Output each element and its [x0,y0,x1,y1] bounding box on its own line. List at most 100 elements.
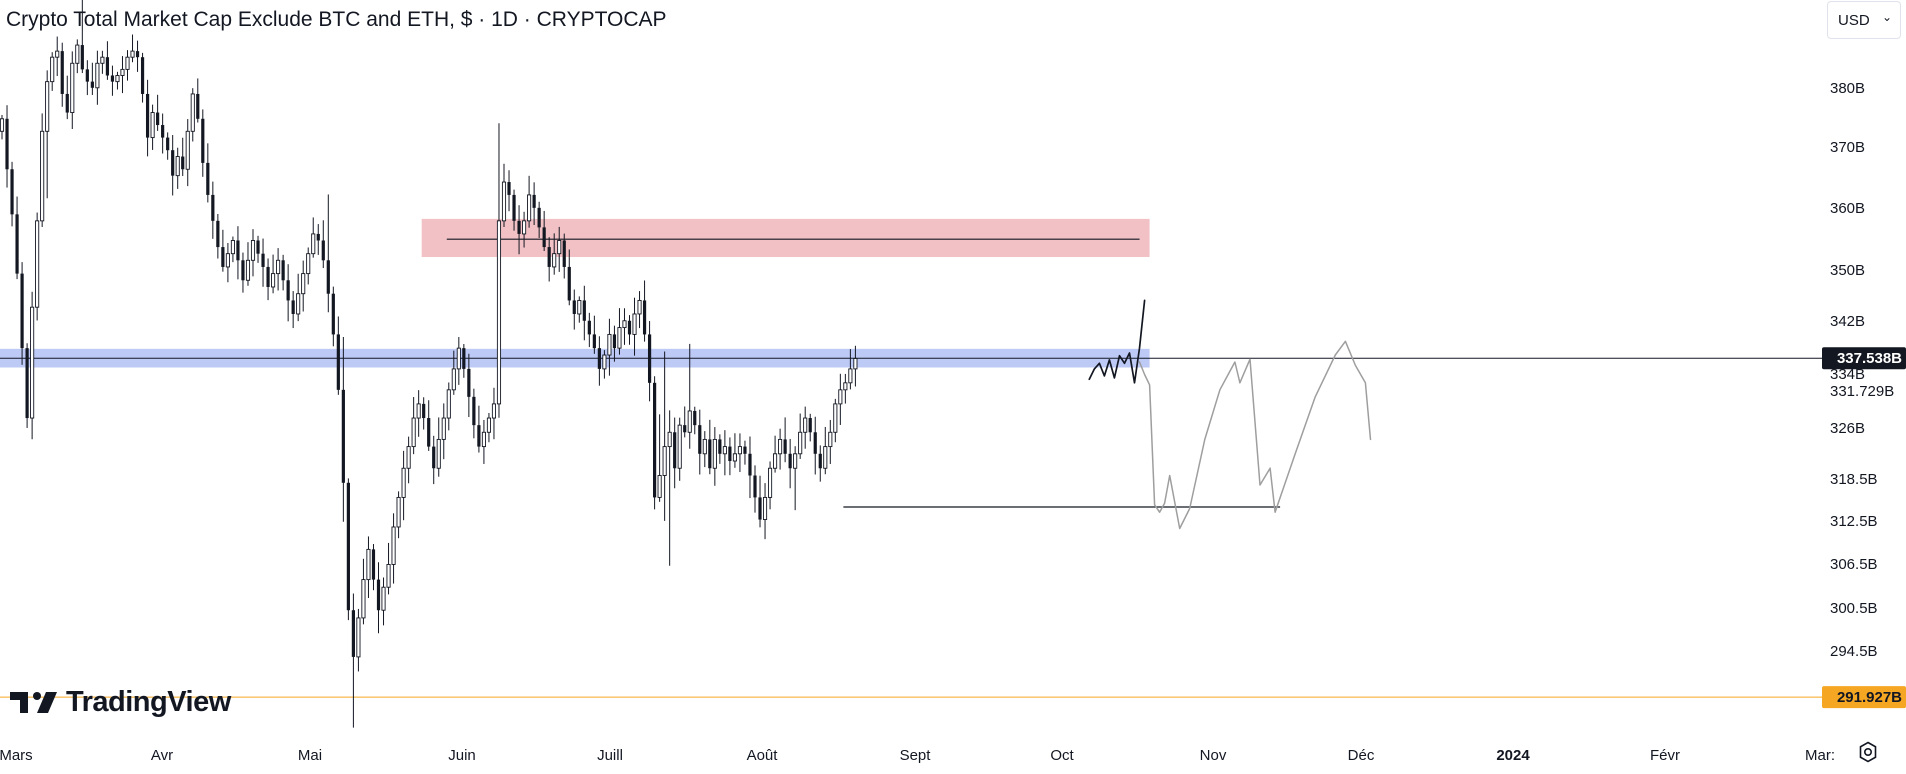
candle[interactable] [557,226,562,272]
tradingview-logo[interactable]: TradingView [10,686,231,719]
candle[interactable] [196,78,200,123]
candle[interactable] [281,254,285,291]
candle[interactable] [517,205,521,255]
candle[interactable] [552,233,557,275]
candle[interactable] [477,405,481,453]
candle[interactable] [130,34,135,63]
candle[interactable] [547,237,551,282]
candle[interactable] [396,491,401,539]
candle[interactable] [25,343,29,428]
candle[interactable] [778,428,783,470]
last-price-tag[interactable]: 337.538B [1822,347,1906,370]
candle[interactable] [230,236,235,263]
candle[interactable] [467,353,471,418]
candle[interactable] [698,409,702,475]
candle[interactable] [577,296,582,323]
candle[interactable] [597,336,601,386]
candle[interactable] [5,105,9,188]
candle[interactable] [472,388,476,439]
candle[interactable] [206,143,210,203]
candle[interactable] [90,62,94,95]
candle[interactable] [848,349,853,390]
candle[interactable] [301,260,306,312]
candle[interactable] [225,243,230,283]
candle[interactable] [537,201,541,238]
candle[interactable] [366,536,371,598]
candle[interactable] [762,483,768,540]
resistance-zone[interactable] [421,218,1150,257]
candle[interactable] [401,450,406,521]
candle[interactable] [140,52,145,103]
candle[interactable] [336,316,340,395]
candle[interactable] [737,433,742,473]
candle[interactable] [321,220,325,269]
candle[interactable] [522,211,527,248]
candle[interactable] [582,285,586,341]
candle[interactable] [256,235,260,263]
candle[interactable] [356,608,361,672]
candle[interactable] [512,189,516,231]
candle[interactable] [276,248,281,291]
candle[interactable] [266,258,270,301]
candle[interactable] [748,436,752,499]
candle[interactable] [30,291,35,440]
candle[interactable] [768,461,773,510]
candle[interactable] [708,419,712,475]
candle[interactable] [105,41,110,80]
candle[interactable] [221,229,225,272]
candle[interactable] [632,297,637,356]
candle[interactable] [712,427,717,486]
candle[interactable] [572,289,576,330]
candle[interactable] [788,438,792,489]
candle[interactable] [0,115,5,140]
candle[interactable] [201,109,205,177]
candle[interactable] [783,417,787,463]
candle[interactable] [491,387,497,440]
candle[interactable] [100,50,105,74]
candle[interactable] [507,170,511,212]
candle[interactable] [496,123,502,418]
candle[interactable] [391,513,396,584]
candle[interactable] [642,280,647,342]
candle[interactable] [316,224,320,255]
candle[interactable] [486,412,491,443]
candle[interactable] [125,50,130,81]
candle[interactable] [135,40,140,72]
candle[interactable] [818,445,822,482]
candle[interactable] [10,161,14,227]
candle[interactable] [261,238,265,287]
candle[interactable] [166,132,170,160]
candle[interactable] [161,113,165,154]
candle[interactable] [587,312,591,348]
candle[interactable] [441,403,446,460]
candle[interactable] [75,39,80,74]
candle[interactable] [120,56,125,94]
candle[interactable] [250,229,256,277]
candle[interactable] [653,376,657,510]
candle[interactable] [331,286,335,347]
candle[interactable] [145,79,150,157]
candle[interactable] [341,337,345,522]
candle[interactable] [296,273,301,322]
candle[interactable] [657,414,662,502]
candle[interactable] [381,577,386,626]
candle[interactable] [677,417,682,481]
candle[interactable] [612,325,617,362]
candle[interactable] [798,413,803,459]
candle[interactable] [286,264,290,322]
candle[interactable] [95,50,100,105]
candle[interactable] [245,242,251,286]
candle[interactable] [693,406,697,435]
candle[interactable] [85,60,89,96]
candle[interactable] [602,350,607,379]
candle[interactable] [662,351,667,521]
candle[interactable] [311,217,316,258]
candle[interactable] [306,247,311,285]
candle[interactable] [753,465,757,513]
candle[interactable] [115,71,120,90]
candle[interactable] [185,119,190,187]
candle[interactable] [241,252,245,293]
grey-projection-sketch[interactable] [1138,340,1372,530]
candle[interactable] [481,419,486,464]
